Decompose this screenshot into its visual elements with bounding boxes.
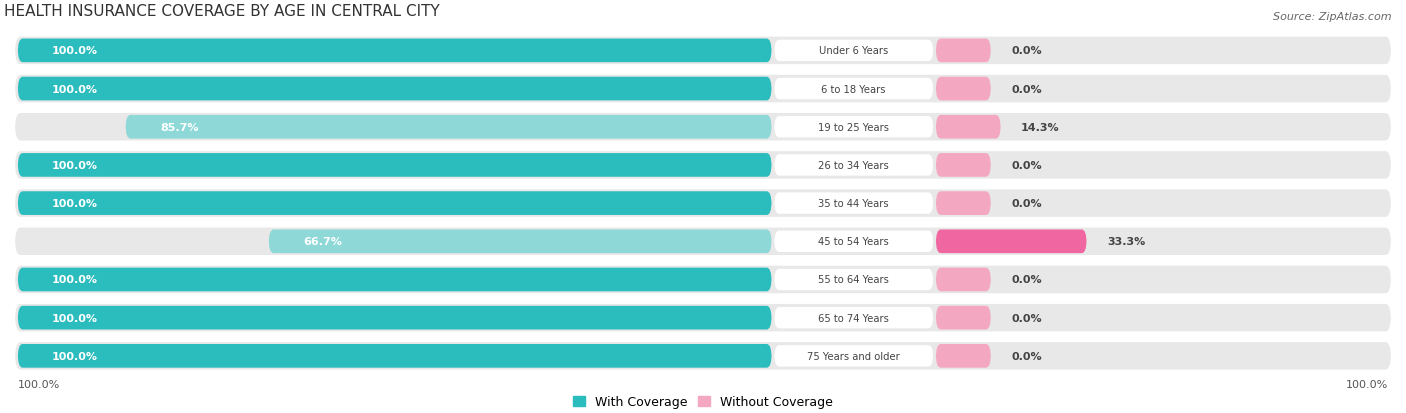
FancyBboxPatch shape xyxy=(775,231,934,252)
FancyBboxPatch shape xyxy=(15,76,1391,103)
FancyBboxPatch shape xyxy=(775,307,934,329)
FancyBboxPatch shape xyxy=(775,193,934,214)
Text: 14.3%: 14.3% xyxy=(1021,122,1060,133)
FancyBboxPatch shape xyxy=(18,306,772,330)
Text: 45 to 54 Years: 45 to 54 Years xyxy=(818,237,889,247)
FancyBboxPatch shape xyxy=(775,269,934,290)
FancyBboxPatch shape xyxy=(936,306,991,330)
FancyBboxPatch shape xyxy=(269,230,772,254)
Text: 0.0%: 0.0% xyxy=(1011,161,1042,171)
Text: 100.0%: 100.0% xyxy=(52,313,98,323)
FancyBboxPatch shape xyxy=(18,40,772,63)
Text: 100.0%: 100.0% xyxy=(52,199,98,209)
Text: Under 6 Years: Under 6 Years xyxy=(820,46,889,56)
FancyBboxPatch shape xyxy=(936,78,991,101)
Text: 100.0%: 100.0% xyxy=(18,380,60,389)
FancyBboxPatch shape xyxy=(18,154,772,177)
FancyBboxPatch shape xyxy=(775,40,934,62)
FancyBboxPatch shape xyxy=(18,78,772,101)
FancyBboxPatch shape xyxy=(936,230,1087,254)
FancyBboxPatch shape xyxy=(936,344,991,368)
FancyBboxPatch shape xyxy=(775,117,934,138)
FancyBboxPatch shape xyxy=(15,114,1391,141)
Text: HEALTH INSURANCE COVERAGE BY AGE IN CENTRAL CITY: HEALTH INSURANCE COVERAGE BY AGE IN CENT… xyxy=(4,4,440,19)
FancyBboxPatch shape xyxy=(15,342,1391,370)
FancyBboxPatch shape xyxy=(936,40,991,63)
Text: 100.0%: 100.0% xyxy=(1346,380,1388,389)
FancyBboxPatch shape xyxy=(775,345,934,367)
FancyBboxPatch shape xyxy=(15,228,1391,255)
Text: 19 to 25 Years: 19 to 25 Years xyxy=(818,122,889,133)
FancyBboxPatch shape xyxy=(775,78,934,100)
FancyBboxPatch shape xyxy=(936,268,991,292)
FancyBboxPatch shape xyxy=(15,152,1391,179)
Text: 85.7%: 85.7% xyxy=(160,122,198,133)
Text: 6 to 18 Years: 6 to 18 Years xyxy=(821,84,886,94)
Text: 66.7%: 66.7% xyxy=(304,237,342,247)
FancyBboxPatch shape xyxy=(936,192,991,216)
FancyBboxPatch shape xyxy=(18,192,772,216)
Text: 100.0%: 100.0% xyxy=(52,351,98,361)
FancyBboxPatch shape xyxy=(18,344,772,368)
Text: 100.0%: 100.0% xyxy=(52,46,98,56)
Text: 100.0%: 100.0% xyxy=(52,161,98,171)
FancyBboxPatch shape xyxy=(936,154,991,177)
Text: 0.0%: 0.0% xyxy=(1011,351,1042,361)
Text: 0.0%: 0.0% xyxy=(1011,84,1042,94)
Text: 0.0%: 0.0% xyxy=(1011,275,1042,285)
Text: 55 to 64 Years: 55 to 64 Years xyxy=(818,275,889,285)
FancyBboxPatch shape xyxy=(775,155,934,176)
Text: 65 to 74 Years: 65 to 74 Years xyxy=(818,313,889,323)
Legend: With Coverage, Without Coverage: With Coverage, Without Coverage xyxy=(568,390,838,413)
Text: 35 to 44 Years: 35 to 44 Years xyxy=(818,199,889,209)
Text: 26 to 34 Years: 26 to 34 Years xyxy=(818,161,889,171)
Text: 0.0%: 0.0% xyxy=(1011,313,1042,323)
Text: 100.0%: 100.0% xyxy=(52,275,98,285)
Text: 33.3%: 33.3% xyxy=(1107,237,1146,247)
FancyBboxPatch shape xyxy=(18,268,772,292)
Text: 0.0%: 0.0% xyxy=(1011,46,1042,56)
Text: 100.0%: 100.0% xyxy=(52,84,98,94)
FancyBboxPatch shape xyxy=(15,266,1391,294)
Text: Source: ZipAtlas.com: Source: ZipAtlas.com xyxy=(1274,12,1392,22)
FancyBboxPatch shape xyxy=(936,116,1001,139)
FancyBboxPatch shape xyxy=(15,190,1391,217)
FancyBboxPatch shape xyxy=(125,116,772,139)
Text: 75 Years and older: 75 Years and older xyxy=(807,351,900,361)
Text: 0.0%: 0.0% xyxy=(1011,199,1042,209)
FancyBboxPatch shape xyxy=(15,304,1391,332)
FancyBboxPatch shape xyxy=(15,38,1391,65)
